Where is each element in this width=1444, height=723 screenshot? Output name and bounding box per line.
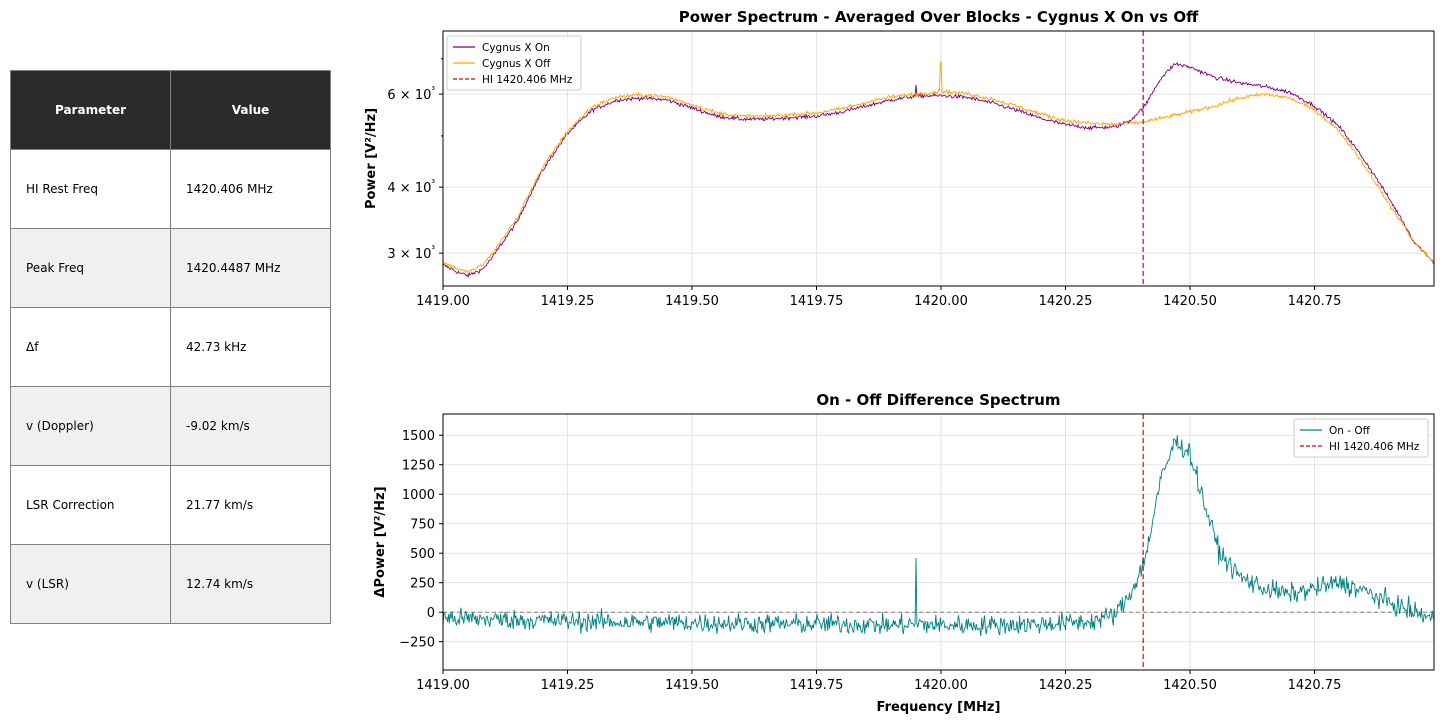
- param-name: HI Rest Freq: [10, 149, 171, 229]
- legend-box: [1293, 418, 1429, 458]
- param-name: LSR Correction: [10, 465, 171, 545]
- param-name: v (Doppler): [10, 386, 171, 466]
- param-value: 42.73 kHz: [170, 307, 331, 387]
- parameter-table: Parameter Value HI Rest Freq 1420.406 MH…: [10, 70, 331, 624]
- x-tick-label: 1419.00: [416, 678, 470, 693]
- table-row: HI Rest Freq 1420.406 MHz: [10, 149, 331, 229]
- legend-box: [446, 35, 582, 91]
- x-tick-label: 1419.00: [416, 294, 470, 309]
- y-tick-label: 500: [410, 547, 435, 562]
- table-row: Δf 42.73 kHz: [10, 307, 331, 387]
- x-tick-label: 1420.25: [1039, 294, 1093, 309]
- y-axis-label: ΔPower [V²/Hz]: [373, 486, 388, 597]
- grid: [442, 414, 1434, 670]
- table-row: LSR Correction 21.77 km/s: [10, 465, 331, 545]
- x-tick-label: 1419.50: [665, 678, 719, 693]
- y-tick-label: 3 × 10³: [387, 245, 435, 262]
- legend: Cygnus X On Cygnus X Off HI 1420.406 MHz: [446, 35, 582, 91]
- grid: [442, 31, 1434, 286]
- chart-title: Power Spectrum - Averaged Over Blocks - …: [679, 8, 1199, 26]
- y-tick-label-exponent: ³: [431, 245, 435, 255]
- x-tick-label: 1420.50: [1163, 294, 1217, 309]
- y-tick-label: 1000: [402, 488, 435, 503]
- series-line-1: [443, 61, 1434, 279]
- series-line-1: [443, 435, 1434, 637]
- x-tick-label: 1420.00: [914, 678, 968, 693]
- x-tick-label: 1420.25: [1039, 678, 1093, 693]
- param-value: 1420.406 MHz: [170, 149, 331, 229]
- y-tick-label: 4 × 10³: [387, 179, 435, 196]
- param-name: Δf: [10, 307, 171, 387]
- y-tick-label-exponent: ³: [431, 179, 435, 189]
- legend-label: HI 1420.406 MHz: [1329, 441, 1420, 453]
- y-tick-label: 750: [410, 518, 435, 533]
- legend-label: HI 1420.406 MHz: [482, 74, 573, 86]
- y-tick-label: 1250: [402, 459, 435, 474]
- param-value: 21.77 km/s: [170, 465, 331, 545]
- table-row: Peak Freq 1420.4487 MHz: [10, 228, 331, 308]
- param-value: -9.02 km/s: [170, 386, 331, 466]
- y-tick-label-base: 3 × 10: [387, 247, 431, 262]
- x-tick-label: 1419.25: [541, 294, 595, 309]
- y-tick-label: 6 × 10³: [387, 86, 435, 103]
- legend-label: On - Off: [1329, 425, 1371, 437]
- x-axis-label: Frequency [MHz]: [877, 700, 1001, 715]
- y-tick-label-exponent: ³: [431, 86, 435, 96]
- x-tick-label: 1419.50: [665, 294, 719, 309]
- legend: On - Off HI 1420.406 MHz: [1293, 418, 1429, 458]
- table-header-value: Value: [170, 70, 331, 150]
- x-tick-label: 1420.75: [1288, 678, 1342, 693]
- y-tick-label-base: 4 × 10: [387, 181, 431, 196]
- x-tick-label: 1419.75: [790, 294, 844, 309]
- chart-panel-2: 1419.00 1419.25 1419.50 1419.75 1420.00 1420.…: [373, 391, 1435, 715]
- legend-label: Cygnus X Off: [482, 58, 551, 70]
- x-tick-label: 1419.25: [541, 678, 595, 693]
- x-tick-label: 1420.00: [914, 294, 968, 309]
- x-tick-label: 1420.75: [1288, 294, 1342, 309]
- axes-frame: [442, 30, 1435, 287]
- legend-label: Cygnus X On: [482, 42, 550, 54]
- x-tick-label: 1419.75: [790, 678, 844, 693]
- y-tick-label: −250: [399, 636, 435, 651]
- param-name: Peak Freq: [10, 228, 171, 308]
- axes-frame: [442, 413, 1435, 671]
- table-row: v (LSR) 12.74 km/s: [10, 544, 331, 624]
- chart-title: On - Off Difference Spectrum: [816, 391, 1060, 409]
- param-value: 12.74 km/s: [170, 544, 331, 624]
- param-name: v (LSR): [10, 544, 171, 624]
- y-tick-label: 1500: [402, 429, 435, 444]
- table-header-parameter: Parameter: [10, 70, 171, 150]
- y-tick-label-base: 6 × 10: [387, 88, 431, 103]
- series-line-2: [443, 61, 1434, 274]
- y-axis-label: Power [V²/Hz]: [364, 108, 379, 209]
- plot-area: [443, 435, 1434, 637]
- x-tick-label: 1420.50: [1163, 678, 1217, 693]
- param-value: 1420.4487 MHz: [170, 228, 331, 308]
- table-header-row: Parameter Value: [10, 70, 331, 150]
- chart-panel-1: 1419.00 1419.25 1419.50 1419.75 1420.00 1420.…: [364, 8, 1435, 309]
- y-tick-label: 250: [410, 577, 435, 592]
- y-tick-label: 0: [427, 606, 435, 621]
- plot-area: [443, 61, 1434, 279]
- table-row: v (Doppler) -9.02 km/s: [10, 386, 331, 466]
